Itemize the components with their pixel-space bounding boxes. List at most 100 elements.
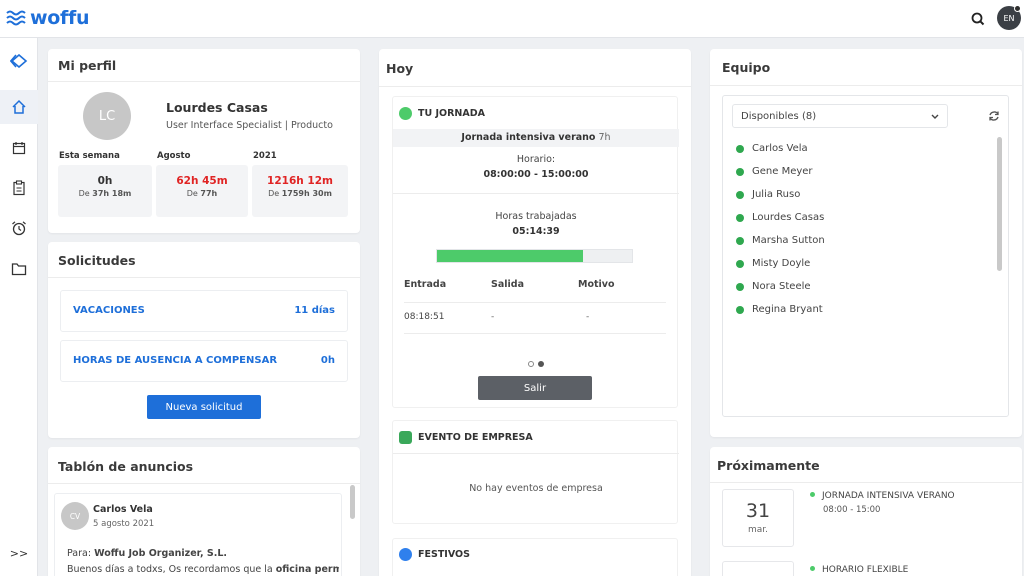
- stat-value: 0h: [97, 175, 113, 187]
- request-value: 0h: [320, 355, 335, 366]
- divider: [404, 302, 666, 303]
- stat-year: 1216h 12m De 1759h 30m: [252, 165, 348, 217]
- brand-name: woffu: [30, 7, 90, 29]
- event-dot: [810, 492, 815, 497]
- available-status-dot: [736, 213, 744, 222]
- post-date: 5 agosto 2021: [93, 519, 155, 529]
- event-weekday: mar.: [747, 525, 769, 535]
- worked-label: Horas trabajadas: [495, 211, 577, 222]
- team-list-panel: [722, 95, 1009, 417]
- search-icon[interactable]: [968, 9, 988, 29]
- team-member[interactable]: Lourdes Casas: [736, 212, 824, 223]
- stat-total: De 77h: [186, 189, 218, 198]
- briefcase-icon: [399, 431, 412, 444]
- schedule-value: 08:00:00 - 15:00:00: [483, 169, 589, 180]
- available-status-dot: [736, 190, 744, 199]
- team-title: Equipo: [722, 60, 771, 75]
- woffu-waves-icon: [6, 10, 26, 26]
- event-hours: 08:00 - 15:00: [823, 505, 881, 515]
- event-name[interactable]: HORARIO FLEXIBLE: [822, 565, 909, 575]
- new-request-button[interactable]: Nueva solicitud: [147, 395, 261, 419]
- profile-name: Lourdes Casas: [166, 100, 268, 115]
- requests-title: Solicitudes: [58, 253, 136, 268]
- stat-label: 2021: [253, 151, 277, 161]
- divider: [48, 483, 360, 484]
- sidebar-item-attendance[interactable]: [0, 211, 38, 245]
- expand-sidebar-button[interactable]: >>: [9, 546, 29, 560]
- event-date-box: 31 mar.: [722, 489, 794, 547]
- notification-dot: [1014, 5, 1021, 12]
- team-member[interactable]: Nora Steele: [736, 281, 811, 292]
- team-member[interactable]: Regina Bryant: [736, 304, 823, 315]
- column-header: Motivo: [578, 279, 615, 290]
- stat-label: Agosto: [157, 151, 191, 161]
- profile-role: User Interface Specialist | Producto: [166, 120, 333, 131]
- carousel-dot-active[interactable]: [538, 361, 544, 367]
- clipboard-icon: [13, 180, 25, 196]
- requests-card: Solicitudes VACACIONES 11 días HORAS DE …: [48, 242, 360, 438]
- team-member[interactable]: Carlos Vela: [736, 143, 808, 154]
- stat-total: De 37h 18m: [78, 189, 132, 198]
- sidebar-item-home[interactable]: [0, 90, 38, 124]
- available-status-dot: [736, 305, 744, 314]
- divider: [710, 85, 1022, 86]
- no-events-text: No hay eventos de empresa: [469, 483, 603, 494]
- divider: [393, 453, 679, 454]
- folder-icon: [11, 263, 27, 276]
- team-member[interactable]: Gene Meyer: [736, 166, 813, 177]
- worked-progress-bar: [436, 249, 633, 263]
- availability-select[interactable]: Disponibles (8): [732, 104, 948, 128]
- event-day: 31: [745, 500, 771, 522]
- chevron-down-icon: [931, 114, 939, 119]
- scrollbar-thumb[interactable]: [350, 485, 355, 519]
- availability-select-value: Disponibles (8): [741, 111, 817, 122]
- request-label: VACACIONES: [73, 305, 145, 316]
- team-member[interactable]: Marsha Sutton: [736, 235, 825, 246]
- schedule-banner: Jornada intensiva verano 7h: [393, 129, 679, 147]
- profile-title: Mi perfil: [58, 58, 117, 73]
- request-compensate-hours[interactable]: HORAS DE AUSENCIA A COMPENSAR 0h: [60, 340, 348, 382]
- clock-out-button[interactable]: Salir: [478, 376, 592, 400]
- request-value: 11 días: [294, 305, 335, 316]
- sidebar-item-documents[interactable]: [0, 252, 38, 286]
- stat-value: 1216h 12m: [267, 175, 333, 187]
- request-vacations[interactable]: VACACIONES 11 días: [60, 290, 348, 332]
- green-dot-icon: [399, 107, 412, 120]
- divider: [48, 81, 360, 82]
- worked-value: 05:14:39: [512, 226, 560, 237]
- announcement-post[interactable]: CV Carlos Vela 5 agosto 2021 Para: Woffu…: [54, 493, 342, 576]
- company-event-heading: EVENTO DE EMPRESA: [399, 431, 533, 444]
- stat-total: De 1759h 30m: [268, 189, 332, 198]
- home-icon: [12, 99, 26, 114]
- event-name[interactable]: JORNADA INTENSIVA VERANO: [822, 491, 955, 501]
- entry-time: 08:18:51: [404, 312, 445, 322]
- available-status-dot: [736, 259, 744, 268]
- sidebar-item-requests[interactable]: [0, 171, 38, 205]
- top-bar: woffu EN: [0, 0, 1024, 38]
- refresh-icon[interactable]: [988, 110, 1000, 122]
- post-author-avatar: CV: [61, 502, 89, 530]
- stat-week: 0h De 37h 18m: [58, 165, 152, 217]
- divider: [48, 277, 360, 278]
- available-status-dot: [736, 144, 744, 153]
- team-member[interactable]: Julia Ruso: [736, 189, 800, 200]
- team-member[interactable]: Misty Doyle: [736, 258, 810, 269]
- holidays-panel: FESTIVOS: [392, 538, 678, 576]
- workday-panel: TU JORNADA Jornada intensiva verano 7h H…: [392, 96, 679, 408]
- carousel-dot[interactable]: [528, 361, 534, 367]
- alarm-clock-icon: [12, 221, 26, 236]
- post-body: Buenos días a todxs, Os recordamos que l…: [67, 564, 339, 575]
- request-label: HORAS DE AUSENCIA A COMPENSAR: [73, 355, 278, 366]
- today-title: Hoy: [386, 61, 414, 76]
- woffu-logo[interactable]: woffu: [6, 6, 89, 30]
- upcoming-title: Próximamente: [717, 458, 820, 473]
- scrollbar-thumb[interactable]: [997, 137, 1002, 271]
- column-header: Salida: [491, 279, 524, 290]
- schedule-label: Horario:: [516, 154, 556, 165]
- sidebar-item-calendar[interactable]: [0, 131, 38, 165]
- diamond-nav-icon: [10, 54, 28, 68]
- divider: [710, 482, 1022, 483]
- post-recipient: Para: Woffu Job Organizer, S.L.: [67, 548, 227, 559]
- divider: [379, 86, 691, 87]
- sidebar-toggle[interactable]: [0, 44, 38, 78]
